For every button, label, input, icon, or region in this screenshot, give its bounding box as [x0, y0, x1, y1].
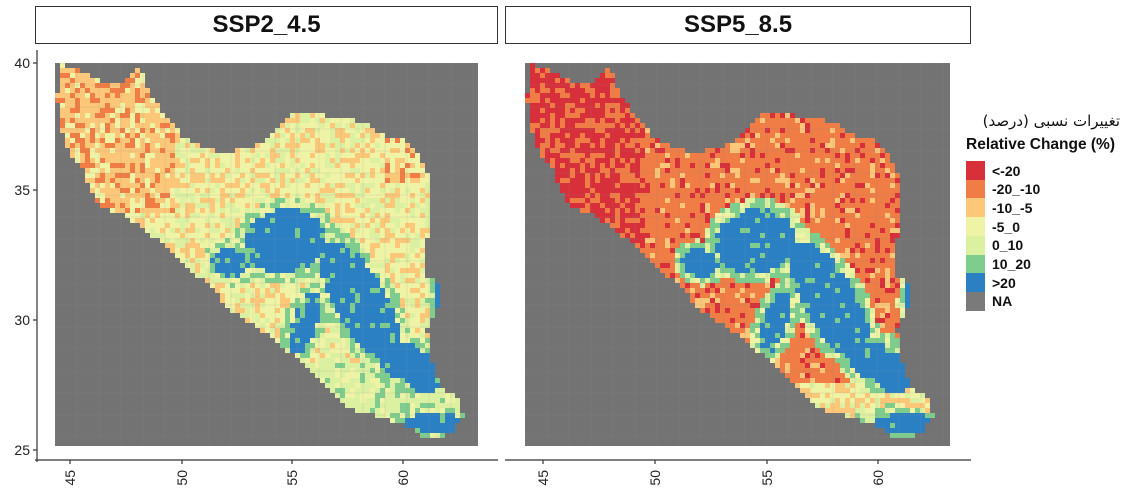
legend-item: NA	[966, 292, 1012, 311]
legend-swatch	[966, 161, 985, 180]
legend-label: -20_-10	[992, 181, 1040, 197]
map-panel-ssp2	[55, 63, 478, 446]
legend-swatch	[966, 236, 985, 255]
panel-title-ssp2: SSP2_4.5	[35, 6, 498, 44]
legend-label: -5_0	[992, 219, 1020, 235]
y-tick-label: 40	[14, 55, 30, 71]
legend-label: >20	[992, 275, 1016, 291]
y-tick-label: 35	[14, 182, 30, 198]
legend-item: 10_20	[966, 255, 1031, 274]
legend-item: -10_-5	[966, 198, 1032, 217]
x-axis-left: 45 50 55 60	[35, 460, 498, 486]
x-axis-right: 45 50 55 60	[505, 460, 971, 486]
legend-label: 10_20	[992, 256, 1031, 272]
legend-label: -10_-5	[992, 200, 1032, 216]
legend-swatch	[966, 217, 985, 236]
panel-title-ssp5: SSP5_8.5	[505, 6, 971, 44]
x-tick-label: 60	[870, 470, 886, 486]
x-tick-label: 55	[759, 470, 775, 486]
legend-item: >20	[966, 273, 1016, 292]
legend-title-persian: تغییرات نسبی (درصد)	[955, 112, 1120, 130]
x-tick-label: 55	[284, 470, 300, 486]
x-tick-label: 50	[647, 470, 663, 486]
legend-item: <-20	[966, 161, 1020, 180]
legend-label: NA	[992, 293, 1012, 309]
legend-item: -5_0	[966, 217, 1020, 236]
legend-label: 0_10	[992, 237, 1023, 253]
legend-swatch	[966, 273, 985, 292]
legend-swatch	[966, 292, 985, 311]
legend-swatch	[966, 255, 985, 274]
legend-label: <-20	[992, 163, 1020, 179]
legend-swatch	[966, 198, 985, 217]
legend-swatch	[966, 180, 985, 199]
y-tick-label: 30	[14, 312, 30, 328]
legend-item: -20_-10	[966, 180, 1040, 199]
legend-title: Relative Change (%)	[966, 136, 1115, 154]
x-tick-label: 45	[62, 470, 78, 486]
y-axis: 40 35 30 25	[14, 50, 37, 462]
x-tick-label: 45	[535, 470, 551, 486]
x-tick-label: 60	[395, 470, 411, 486]
legend-item: 0_10	[966, 236, 1023, 255]
x-tick-label: 50	[174, 470, 190, 486]
map-panel-ssp5	[525, 63, 950, 446]
y-tick-label: 25	[14, 442, 30, 458]
